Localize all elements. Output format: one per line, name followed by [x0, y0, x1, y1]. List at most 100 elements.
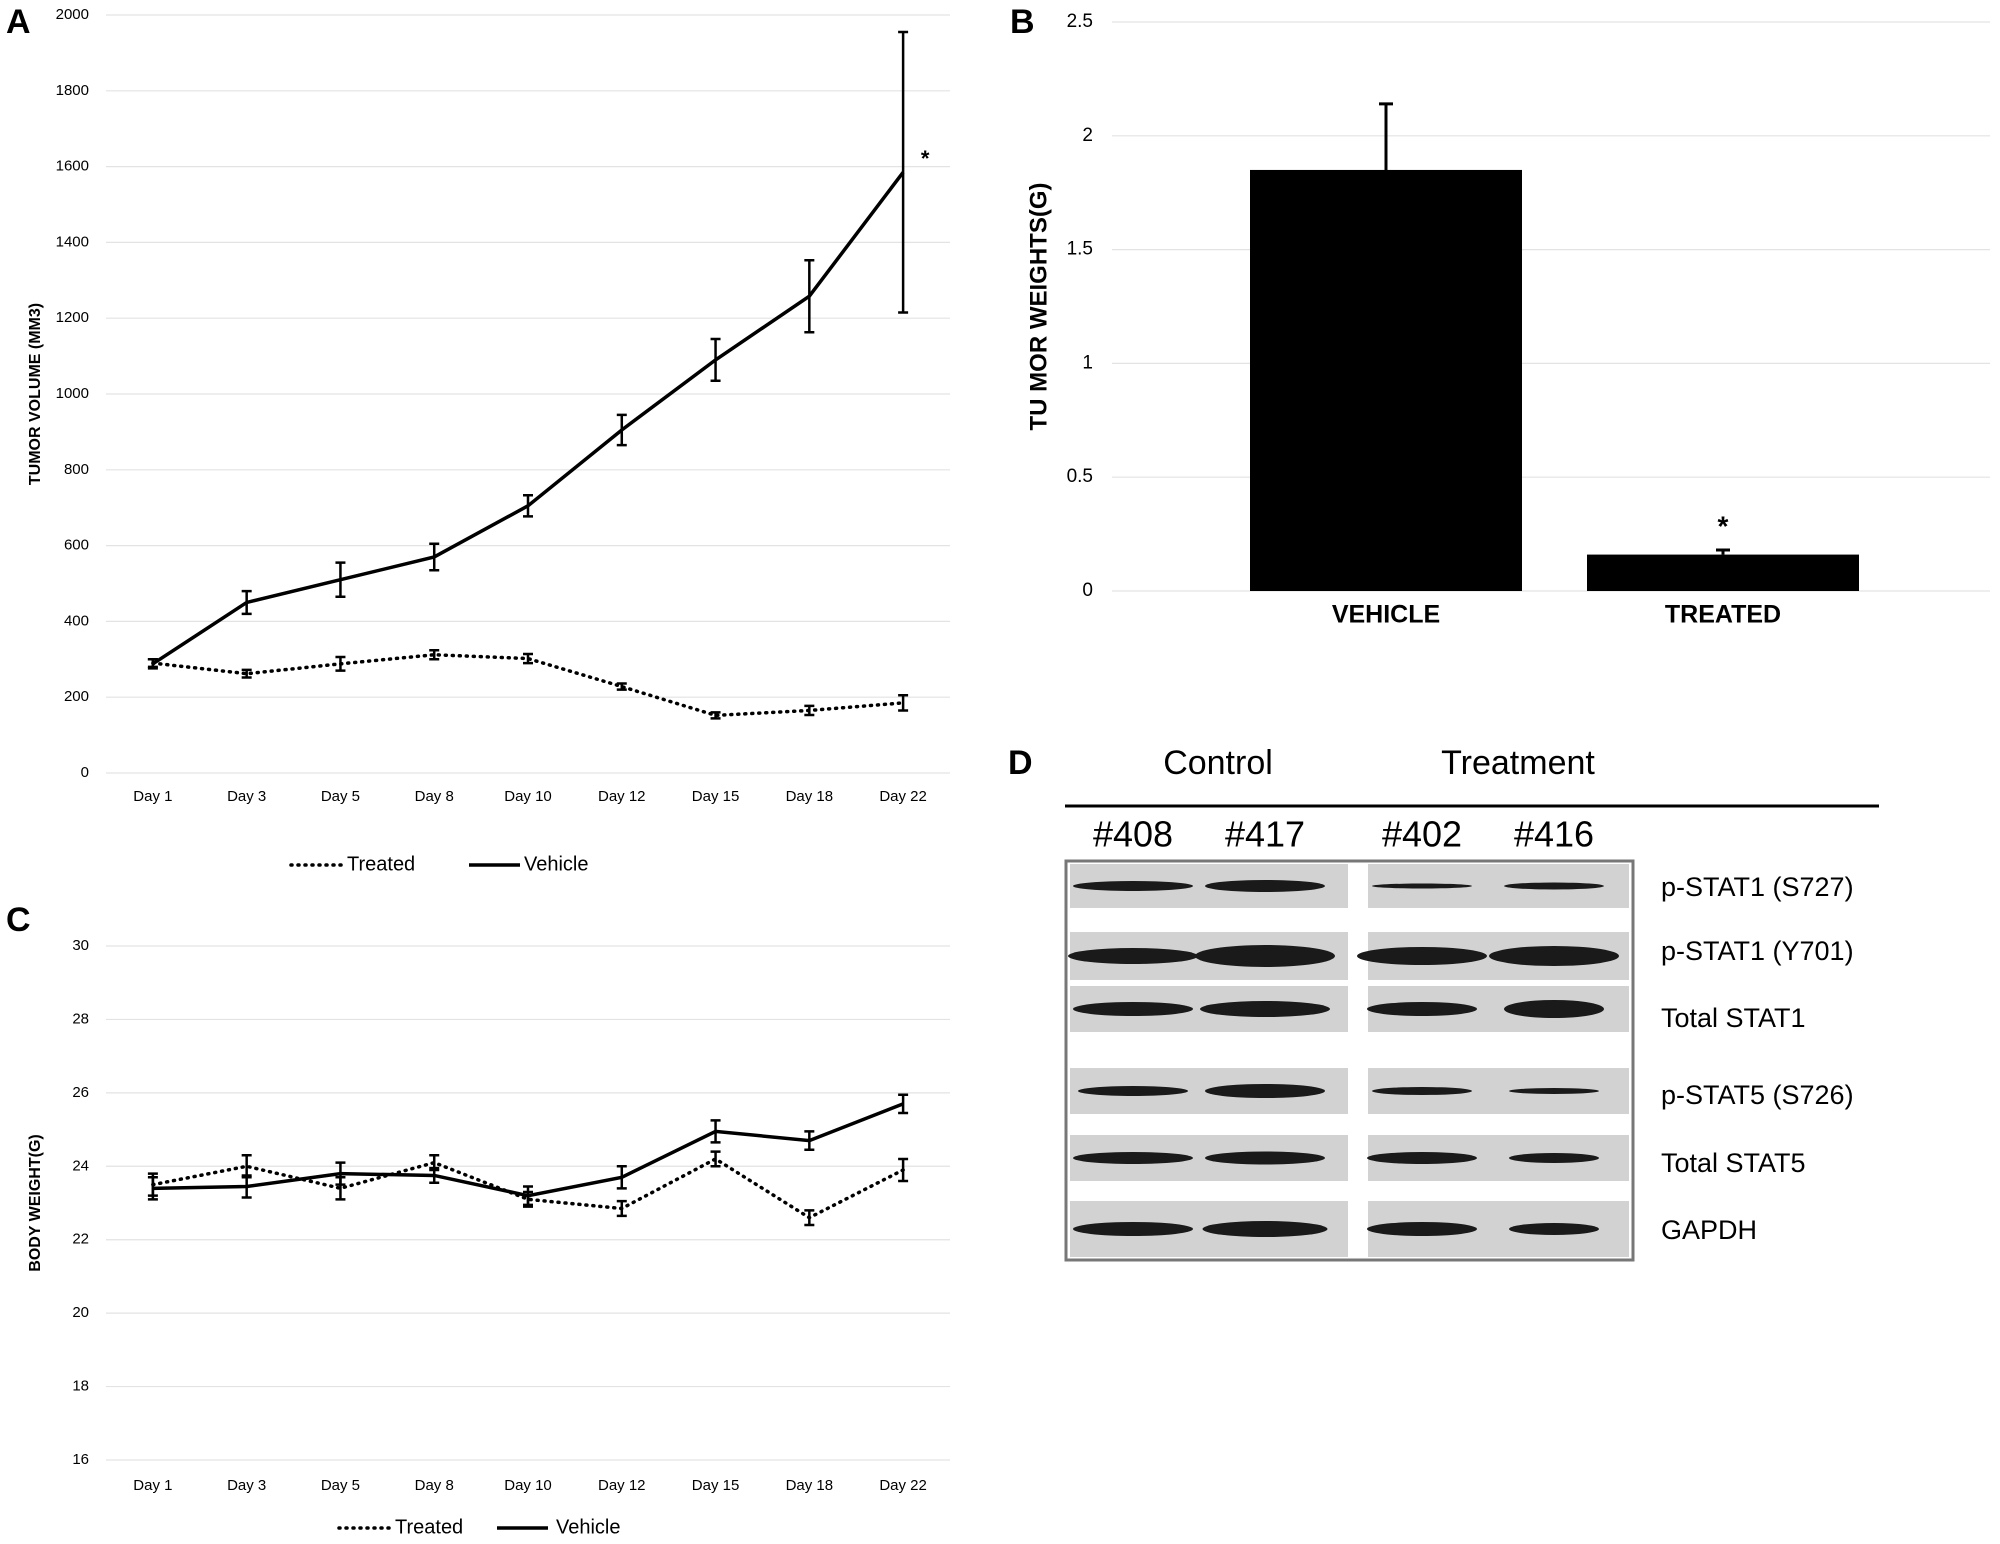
y-tick-label: 20 [72, 1304, 89, 1321]
y-tick-label: 1800 [56, 82, 89, 99]
blot-strips [1068, 864, 1629, 1257]
blot-band [1509, 1223, 1599, 1235]
error-bar [898, 1093, 909, 1115]
y-tick-label: 1400 [56, 233, 89, 250]
y-tick-label: 1 [1082, 352, 1093, 373]
panel-letter: A [6, 3, 31, 41]
x-tick-label: Day 1 [133, 1477, 172, 1494]
bar [1250, 169, 1522, 591]
sample-id: #417 [1225, 814, 1305, 855]
panel-letter: C [6, 901, 31, 939]
y-tick-label: 2.5 [1067, 11, 1093, 32]
legend-label: Vehicle [524, 853, 589, 875]
error-bar [241, 589, 252, 616]
x-tick-label: Day 5 [321, 788, 360, 805]
blot-band [1372, 883, 1472, 889]
error-bar [147, 658, 158, 670]
y-tick-label: 2 [1082, 125, 1093, 146]
blot-band [1205, 880, 1325, 892]
panel-letter: D [1008, 744, 1033, 782]
error-bar [804, 1130, 815, 1152]
sample-id: #416 [1514, 814, 1594, 855]
x-tick-label: Day 10 [504, 1477, 552, 1494]
error-bar [710, 1150, 721, 1168]
y-tick-label: 1.5 [1067, 239, 1093, 260]
blot-band [1367, 1002, 1477, 1016]
y-axis-title: BODY WEIGHT(G) [27, 1134, 44, 1271]
x-tick-label: Day 10 [504, 788, 552, 805]
x-tick-label: Day 1 [133, 788, 172, 805]
annotation: * [921, 146, 930, 171]
blot-band [1073, 1152, 1193, 1164]
x-tick-label: Day 22 [879, 1477, 927, 1494]
series-line [151, 171, 905, 666]
blot-band [1078, 1086, 1188, 1096]
blot-band [1068, 948, 1198, 964]
error-bar [429, 1166, 440, 1185]
error-bar [710, 1119, 721, 1144]
y-axis-title: TU MOR WEIGHTS(G) [1025, 183, 1052, 431]
error-bar [616, 682, 627, 691]
y-tick-label: 0 [1082, 580, 1093, 601]
sample-id: #402 [1382, 814, 1462, 855]
blot-band [1195, 945, 1335, 967]
blot-band [1367, 1152, 1477, 1164]
x-tick-label: Day 18 [786, 1477, 834, 1494]
blot-band [1509, 1088, 1599, 1094]
x-tick-label: Day 15 [692, 788, 740, 805]
blot-band [1202, 1221, 1328, 1237]
blot-band [1073, 1222, 1193, 1236]
error-bar [147, 1176, 158, 1201]
y-tick-label: 30 [72, 937, 89, 954]
error-bar [429, 542, 440, 572]
y-tick-label: 22 [72, 1231, 89, 1248]
error-bar [710, 711, 721, 720]
blot-band [1205, 1084, 1325, 1098]
x-tick-label: Day 12 [598, 1477, 646, 1494]
blot-band [1357, 947, 1487, 965]
error-bar [616, 413, 627, 447]
x-tick-label: Day 8 [415, 1477, 454, 1494]
row-label: p-STAT5 (S726) [1661, 1080, 1854, 1110]
error-bar [804, 258, 815, 334]
error-bar [616, 1165, 627, 1190]
group-label: Treatment [1441, 744, 1595, 782]
blot-band [1509, 1153, 1599, 1163]
blot-band [1489, 946, 1619, 966]
legend-label: Treated [395, 1516, 463, 1538]
x-tick-label: Day 15 [692, 1477, 740, 1494]
error-bar [1716, 548, 1730, 555]
error-bar [523, 652, 533, 665]
bar [1587, 554, 1859, 591]
blot-band [1073, 881, 1193, 891]
y-tick-label: 1200 [56, 309, 89, 326]
annotation: * [1718, 510, 1729, 541]
x-tick-label: Day 3 [227, 788, 266, 805]
row-label: Total STAT1 [1661, 1003, 1806, 1033]
series-line [152, 1102, 904, 1198]
y-tick-label: 2000 [56, 6, 89, 23]
row-label: Total STAT5 [1661, 1148, 1806, 1178]
x-tick-label: Day 3 [227, 1477, 266, 1494]
blot-band [1367, 1222, 1477, 1236]
sample-id: #408 [1093, 814, 1173, 855]
y-tick-label: 1600 [56, 158, 89, 175]
legend-label: Vehicle [556, 1516, 621, 1538]
blot-band [1372, 1087, 1472, 1095]
error-bar [241, 668, 252, 679]
error-bar [335, 1161, 346, 1186]
error-bar [898, 694, 909, 712]
error-bar [804, 1209, 815, 1227]
x-tick-label: Day 18 [786, 788, 834, 805]
error-bar [616, 1199, 627, 1218]
blot-band [1073, 1002, 1193, 1016]
series-line [151, 1156, 905, 1220]
x-tick-label: Day 8 [415, 788, 454, 805]
y-tick-label: 400 [64, 612, 89, 629]
error-bar [335, 655, 346, 672]
legend-label: Treated [347, 853, 415, 875]
group-label: Control [1163, 744, 1273, 782]
error-bar [898, 30, 909, 314]
error-bar [1379, 102, 1393, 170]
